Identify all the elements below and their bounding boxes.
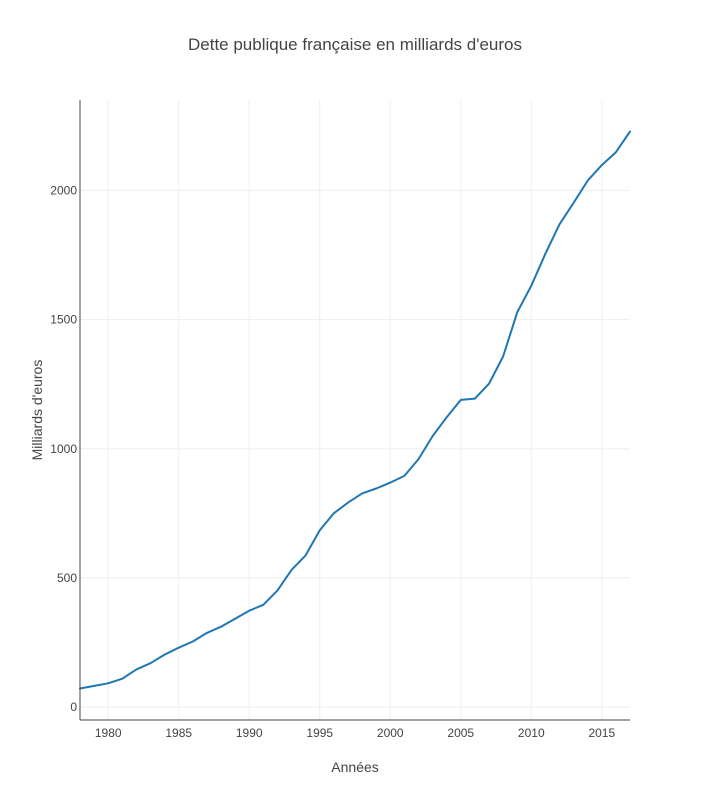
data-point bbox=[150, 662, 152, 664]
x-axis-ticks: 1980 1985 1990 1995 2000 2005 2010 2015 bbox=[95, 726, 616, 740]
data-point bbox=[178, 647, 180, 649]
data-point bbox=[375, 488, 377, 490]
data-point bbox=[573, 202, 575, 204]
data-point bbox=[615, 151, 617, 153]
y-tick-label: 1500 bbox=[50, 313, 77, 327]
y-tick-label: 2000 bbox=[50, 183, 77, 197]
data-point bbox=[276, 590, 278, 592]
data-point bbox=[333, 512, 335, 514]
data-point bbox=[248, 610, 250, 612]
data-point bbox=[121, 678, 123, 680]
data-point bbox=[262, 604, 264, 606]
series-line bbox=[79, 130, 631, 690]
data-point bbox=[530, 285, 532, 287]
x-tick-label: 2015 bbox=[588, 726, 615, 740]
data-point bbox=[206, 632, 208, 634]
y-tick-label: 500 bbox=[57, 571, 77, 585]
data-point bbox=[446, 416, 448, 418]
data-point bbox=[220, 626, 222, 628]
x-tick-label: 1985 bbox=[165, 726, 192, 740]
data-point bbox=[488, 383, 490, 385]
x-tick-label: 2000 bbox=[377, 726, 404, 740]
data-point bbox=[291, 569, 293, 571]
data-point bbox=[164, 654, 166, 656]
data-point bbox=[559, 223, 561, 225]
grid bbox=[80, 100, 630, 720]
data-point bbox=[629, 131, 631, 133]
data-point bbox=[347, 502, 349, 504]
data-point bbox=[587, 180, 589, 182]
y-axis-title: Milliards d'euros bbox=[29, 360, 45, 461]
data-point bbox=[319, 529, 321, 531]
data-point bbox=[107, 682, 109, 684]
data-point bbox=[432, 435, 434, 437]
x-tick-label: 1990 bbox=[236, 726, 263, 740]
data-point bbox=[93, 685, 95, 687]
data-point bbox=[418, 458, 420, 460]
data-point bbox=[389, 482, 391, 484]
x-tick-label: 2005 bbox=[447, 726, 474, 740]
x-tick-label: 2010 bbox=[518, 726, 545, 740]
data-point bbox=[516, 311, 518, 313]
y-tick-label: 0 bbox=[70, 700, 77, 714]
data-point bbox=[361, 492, 363, 494]
x-tick-label: 1980 bbox=[95, 726, 122, 740]
y-axis-ticks: 0 500 1000 1500 2000 bbox=[50, 183, 77, 714]
data-point bbox=[305, 554, 307, 556]
data-point bbox=[192, 641, 194, 643]
data-point bbox=[601, 164, 603, 166]
data-point bbox=[403, 475, 405, 477]
y-tick-label: 1000 bbox=[50, 442, 77, 456]
data-point bbox=[135, 668, 137, 670]
x-axis-title: Années bbox=[331, 759, 378, 775]
data-point bbox=[460, 399, 462, 401]
data-point bbox=[474, 398, 476, 400]
data-point bbox=[234, 618, 236, 620]
chart-title: Dette publique française en milliards d'… bbox=[188, 35, 522, 54]
plot-area bbox=[79, 130, 631, 690]
data-point bbox=[502, 356, 504, 358]
data-point bbox=[544, 253, 546, 255]
x-tick-label: 1995 bbox=[306, 726, 333, 740]
axes bbox=[79, 100, 630, 721]
